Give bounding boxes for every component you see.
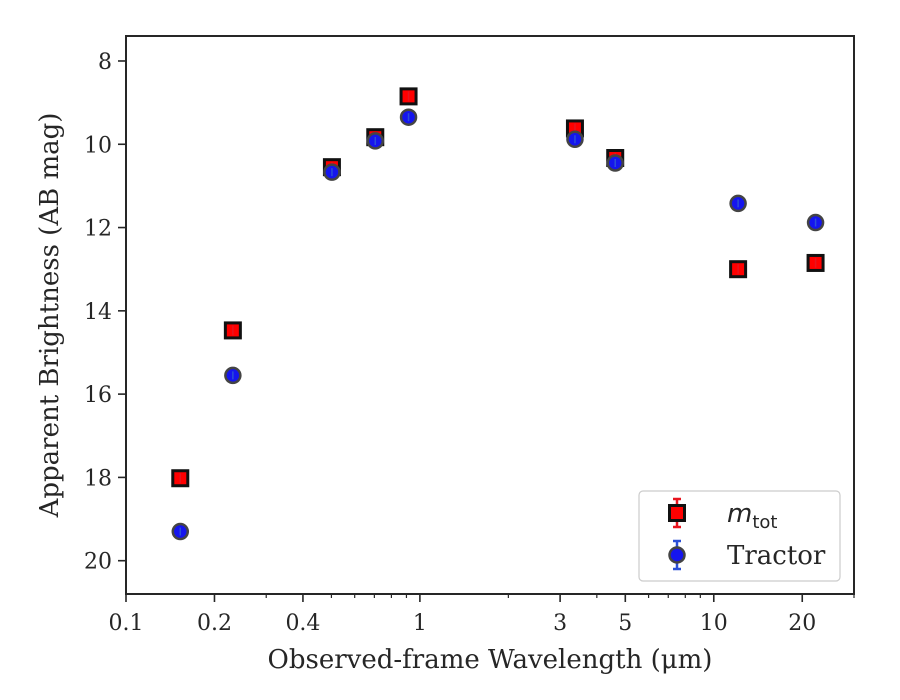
axis-ticks: 0.1 0.2 0.4 1 3 5 10 20 8 10 12 14 16 18 20 — [84, 50, 855, 636]
x-tick-label: 20 — [788, 611, 816, 636]
y-tick-label: 20 — [84, 550, 112, 575]
legend-box — [638, 490, 841, 582]
legend-label: mtot — [727, 499, 777, 533]
series-tractor — [171, 108, 825, 541]
y-tick-label: 16 — [84, 383, 112, 408]
legend-circle-marker — [668, 546, 686, 564]
plot-area — [171, 87, 825, 541]
x-tick-label: 1 — [413, 611, 427, 636]
x-tick-label: 0.1 — [109, 611, 144, 636]
x-tick-label: 5 — [618, 611, 632, 636]
legend-label-main: m — [727, 499, 752, 529]
y-tick-label: 8 — [98, 50, 112, 75]
legend-label-sub: tot — [752, 512, 777, 533]
y-tick-label: 14 — [84, 300, 112, 325]
y-axis-label: Apparent Brightness (AB mag) — [35, 113, 65, 519]
x-axis-label: Observed-frame Wavelength (μm) — [268, 645, 713, 675]
y-tick-label: 18 — [84, 466, 112, 491]
legend-square-marker — [668, 504, 686, 522]
x-tick-label: 10 — [700, 611, 728, 636]
series-m-tot — [171, 87, 825, 488]
y-tick-label: 12 — [84, 217, 112, 242]
y-tick-label: 10 — [84, 133, 112, 158]
x-tick-label: 0.4 — [285, 611, 320, 636]
legend-label: Tractor — [727, 541, 826, 571]
plot-frame — [125, 35, 855, 595]
legend: mtot Tractor — [638, 490, 841, 582]
x-tick-label: 3 — [553, 611, 567, 636]
x-tick-label: 0.2 — [197, 611, 232, 636]
